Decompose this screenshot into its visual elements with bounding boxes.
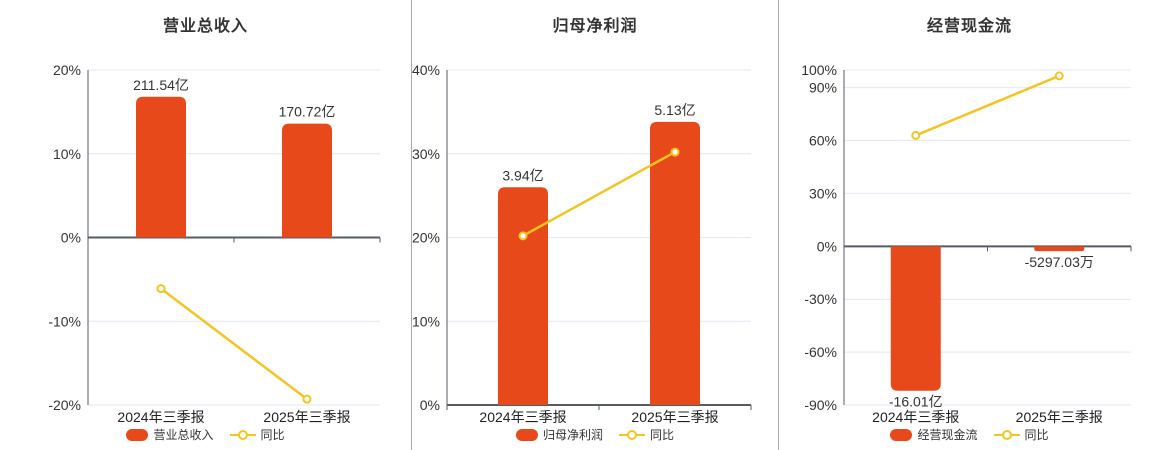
y-tick-label: 10% bbox=[53, 146, 81, 162]
legend-item-cash-flow-bar[interactable]: 经营现金流 bbox=[890, 426, 978, 443]
bar-swatch-icon bbox=[515, 428, 538, 441]
legend-item-cash-flow-yoy[interactable]: 同比 bbox=[993, 426, 1049, 443]
legend-label: 经营现金流 bbox=[917, 428, 978, 442]
y-tick-label: 60% bbox=[809, 133, 837, 149]
legend-label: 同比 bbox=[650, 428, 675, 442]
bar bbox=[890, 246, 941, 391]
y-tick-label: -30% bbox=[804, 291, 837, 307]
bar-swatch-icon bbox=[126, 428, 149, 441]
chart-section-cash-flow: 100% 90% 60% 30% 0% -30% -60% -90% -16.01亿 -5297.… bbox=[778, 0, 1160, 450]
legend-label: 归母净利润 bbox=[542, 428, 603, 442]
legend-revenue: 营业总收入 同比 bbox=[0, 426, 411, 443]
bar bbox=[498, 187, 548, 405]
legend-label: 同比 bbox=[260, 428, 285, 442]
bar-value-label: -5297.03万 bbox=[1025, 254, 1094, 270]
revenue-chart: 20% 10% 0% -10% -20% 211.54亿 170.72亿 2024年三季报 20… bbox=[48, 62, 381, 425]
y-tick-label: 40% bbox=[412, 62, 440, 78]
y-tick-label: -90% bbox=[804, 397, 837, 413]
bar bbox=[282, 123, 332, 238]
y-tick-label: 0% bbox=[61, 230, 81, 246]
bar bbox=[136, 96, 186, 238]
bar-value-label: 211.54亿 bbox=[133, 77, 189, 93]
category-label: 2024年三季报 bbox=[872, 409, 959, 425]
yoy-line bbox=[915, 74, 1060, 137]
y-tick-label: 20% bbox=[412, 230, 440, 246]
category-label: 2025年三季报 bbox=[263, 409, 350, 425]
yoy-marker bbox=[518, 231, 528, 241]
line-marker-icon bbox=[993, 429, 1020, 441]
yoy-marker bbox=[911, 130, 921, 140]
net-profit-chart: 40% 30% 20% 10% 0% 3.94亿 5.13亿 2024年三季报 2025年三季报 bbox=[412, 62, 752, 425]
legend-item-revenue-bar[interactable]: 营业总收入 bbox=[126, 426, 214, 443]
legend-net-profit: 归母净利润 同比 bbox=[412, 426, 778, 443]
line-marker-icon bbox=[229, 429, 256, 441]
chart-section-net-profit: 40% 30% 20% 10% 0% 3.94亿 5.13亿 2024年三季报 2025年三季报… bbox=[411, 0, 778, 450]
bar-value-label: 170.72亿 bbox=[279, 104, 336, 120]
category-label: 2024年三季报 bbox=[117, 409, 204, 425]
bar-value-label: 3.94亿 bbox=[502, 167, 543, 183]
category-label: 2025年三季报 bbox=[631, 409, 718, 425]
yoy-line bbox=[160, 287, 308, 401]
bar bbox=[650, 121, 700, 406]
y-tick-label: 90% bbox=[809, 80, 837, 96]
category-label: 2025年三季报 bbox=[1016, 409, 1103, 425]
line-marker-icon bbox=[619, 429, 645, 441]
cash-flow-chart: 100% 90% 60% 30% 0% -30% -60% -90% -16.01亿 -5297.… bbox=[801, 62, 1132, 425]
bar-value-label: 5.13亿 bbox=[654, 102, 695, 118]
category-label: 2024年三季报 bbox=[479, 409, 566, 425]
y-tick-label: 20% bbox=[53, 62, 81, 78]
legend-item-net-profit-bar[interactable]: 归母净利润 bbox=[515, 426, 603, 443]
y-tick-label: -20% bbox=[48, 397, 81, 413]
yoy-line bbox=[522, 150, 676, 237]
legend-cash-flow: 经营现金流 同比 bbox=[779, 426, 1160, 443]
bar-value-label: -16.01亿 bbox=[889, 394, 943, 410]
legend-label: 同比 bbox=[1024, 428, 1049, 442]
y-tick-label: 0% bbox=[817, 238, 837, 254]
y-tick-label: 30% bbox=[412, 146, 440, 162]
yoy-marker bbox=[156, 284, 166, 294]
legend-item-revenue-yoy[interactable]: 同比 bbox=[229, 426, 285, 443]
y-tick-label: 30% bbox=[809, 185, 837, 201]
yoy-marker bbox=[1054, 71, 1064, 81]
y-tick-label: -10% bbox=[48, 313, 81, 329]
yoy-marker bbox=[670, 147, 680, 157]
chart-title-net-profit: 归母净利润 bbox=[552, 18, 638, 35]
bar-swatch-icon bbox=[890, 428, 913, 441]
chart-title-revenue: 营业总收入 bbox=[162, 18, 248, 35]
y-tick-label: 0% bbox=[420, 397, 440, 413]
legend-item-net-profit-yoy[interactable]: 同比 bbox=[619, 426, 674, 443]
chart-section-revenue: 20% 10% 0% -10% -20% 211.54亿 170.72亿 2024年三季报 20… bbox=[0, 0, 411, 450]
yoy-marker bbox=[302, 394, 312, 404]
chart-title-cash-flow: 经营现金流 bbox=[926, 18, 1012, 35]
bar bbox=[1034, 246, 1085, 252]
y-tick-label: -60% bbox=[804, 344, 837, 360]
legend-label: 营业总收入 bbox=[153, 428, 214, 442]
y-tick-label: 10% bbox=[412, 313, 440, 329]
y-tick-label: 100% bbox=[801, 62, 837, 78]
